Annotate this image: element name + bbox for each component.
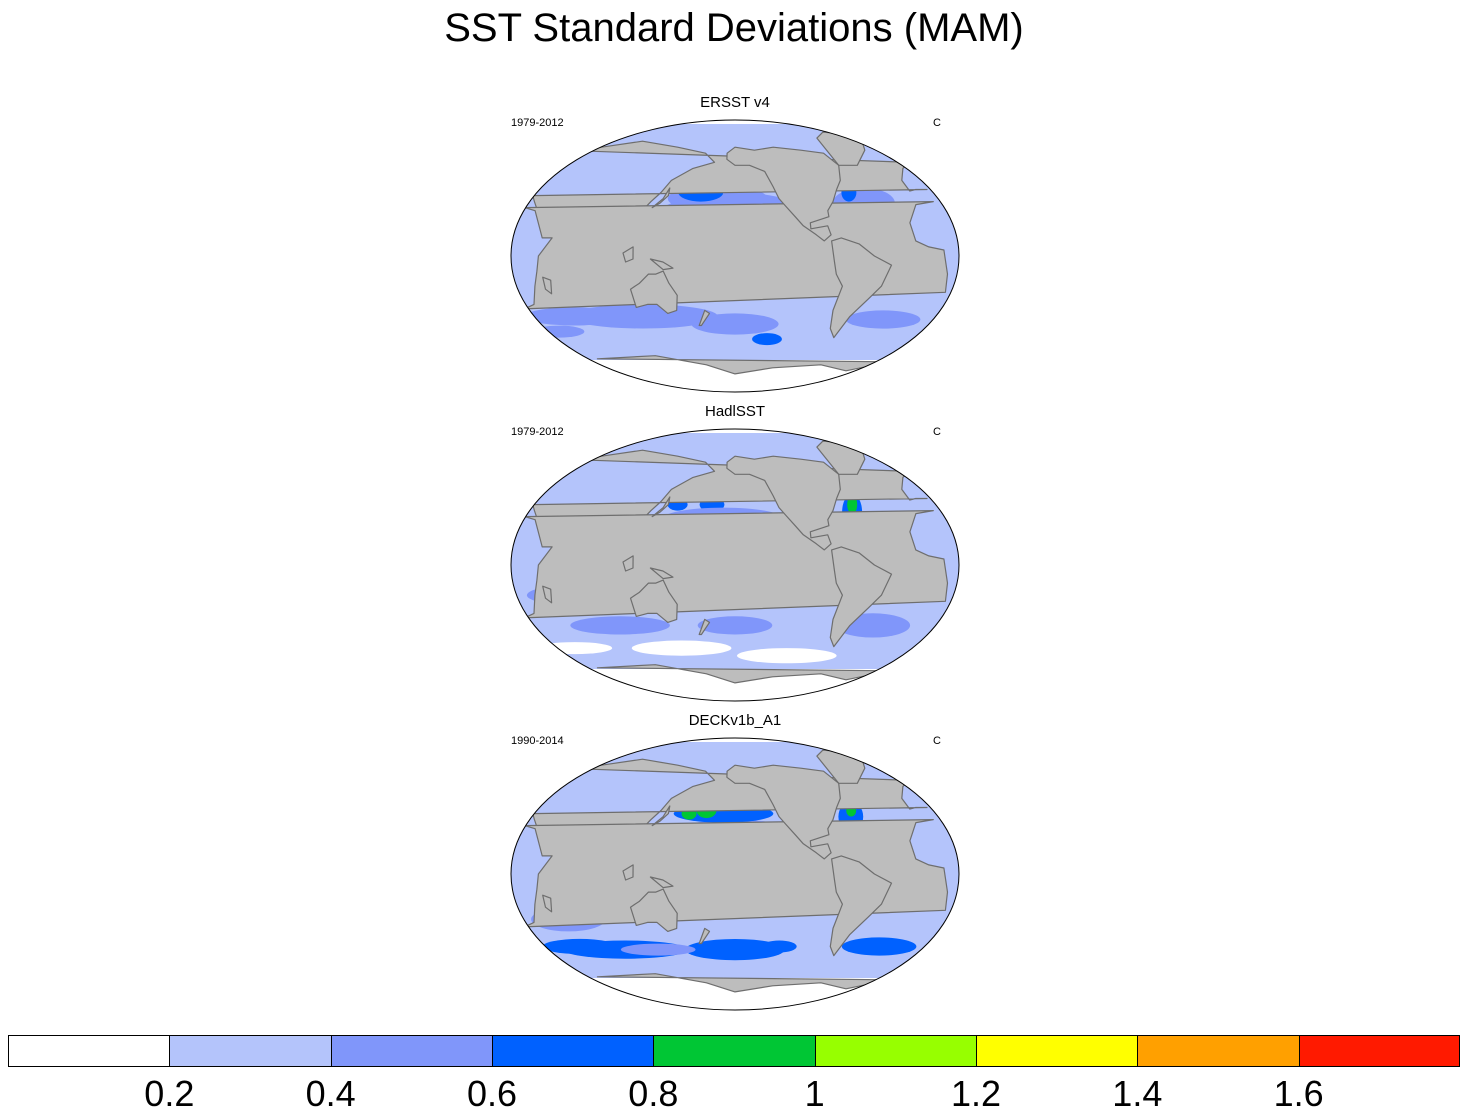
land-borneo (622, 555, 634, 572)
land-japan (651, 187, 671, 209)
colorbar-tick-label: 0.6 (466, 1073, 518, 1114)
sst-contour (542, 938, 618, 955)
colorbar-tick-label: 1 (804, 1073, 825, 1114)
land-madagascar (542, 276, 553, 295)
sst-contour (691, 313, 779, 335)
colorbar-box (492, 1035, 655, 1067)
sst-contour (841, 937, 917, 956)
land-samerica (829, 237, 893, 339)
globe-outline (510, 119, 960, 393)
sst-contour (537, 642, 613, 655)
land-samerica (829, 546, 893, 648)
land-madagascar (542, 894, 553, 913)
sst-contour (570, 616, 670, 635)
panel-period: 1979-2012 (511, 117, 564, 129)
land-newguinea (649, 258, 674, 271)
panel-title: DECKv1b_A1 (688, 712, 782, 729)
land-borneo (622, 864, 634, 881)
colorbar-box (976, 1035, 1139, 1067)
map-panel-ersst: ERSST v4 1979-2012 C (505, 94, 965, 394)
colorbar-box (8, 1035, 171, 1067)
land-borneo (622, 246, 634, 263)
sst-contour (845, 310, 921, 329)
land-nz (698, 618, 711, 636)
polar-band (511, 738, 959, 742)
globe-outline (510, 737, 960, 1011)
sst-contour (752, 333, 782, 346)
panel-period: 1990-2014 (511, 735, 564, 747)
sst-contour (534, 325, 585, 338)
colorbar-box (1137, 1035, 1300, 1067)
land-namerica (726, 764, 841, 860)
panel-period: 1979-2012 (511, 426, 564, 438)
sst-contour (761, 940, 797, 953)
colorbar-box (169, 1035, 332, 1067)
land-africa (523, 201, 949, 310)
land-nz (698, 927, 711, 945)
panel-units: C (933, 426, 941, 438)
colorbar-tick-label: 0.8 (628, 1073, 679, 1114)
map-image (510, 737, 960, 1011)
sst-contour (620, 943, 696, 956)
land-samerica (829, 855, 893, 957)
land-australia (629, 888, 678, 932)
land-africa (523, 510, 949, 619)
colorbar-box (814, 1035, 977, 1067)
sst-contour (685, 939, 785, 961)
land-japan (651, 805, 671, 827)
land-australia (629, 579, 678, 623)
colorbar-tick-label: 1.4 (1112, 1073, 1163, 1114)
colorbar-tick-label: 0.4 (305, 1073, 356, 1114)
polar-band (511, 120, 959, 124)
page-title: SST Standard Deviations (MAM) (444, 6, 1024, 50)
map-panel-deck: DECKv1b_A1 1990-2014 C (505, 712, 965, 1012)
land-newguinea (649, 876, 674, 889)
land-namerica (726, 146, 841, 242)
land-newguinea (649, 567, 674, 580)
land-madagascar (542, 585, 553, 604)
colorbar-box (330, 1035, 493, 1067)
land-nz (698, 309, 711, 327)
colorbar (8, 1035, 1460, 1067)
land-namerica (726, 455, 841, 551)
map-image (510, 119, 960, 393)
sst-contour (524, 307, 624, 326)
polar-band (511, 429, 959, 433)
map-panel-hadisst: HadlSST 1979-2012 C (505, 403, 965, 703)
land-africa (523, 819, 949, 928)
panel-units: C (933, 117, 941, 129)
globe-outline (510, 428, 960, 702)
colorbar-tick-label: 0.2 (144, 1073, 195, 1114)
panel-units: C (933, 735, 941, 747)
land-australia (629, 270, 678, 314)
panel-title: ERSST v4 (700, 94, 770, 111)
panel-title: HadlSST (704, 403, 766, 420)
colorbar-tick-label: 1.6 (1273, 1073, 1324, 1114)
colorbar-box (1298, 1035, 1460, 1067)
sst-contour (737, 648, 837, 664)
sst-contour (631, 640, 732, 656)
colorbar-box (653, 1035, 816, 1067)
map-image (510, 428, 960, 702)
land-japan (651, 496, 671, 518)
sst-contour (697, 616, 773, 635)
colorbar-tick-label: 1.2 (950, 1073, 1002, 1114)
